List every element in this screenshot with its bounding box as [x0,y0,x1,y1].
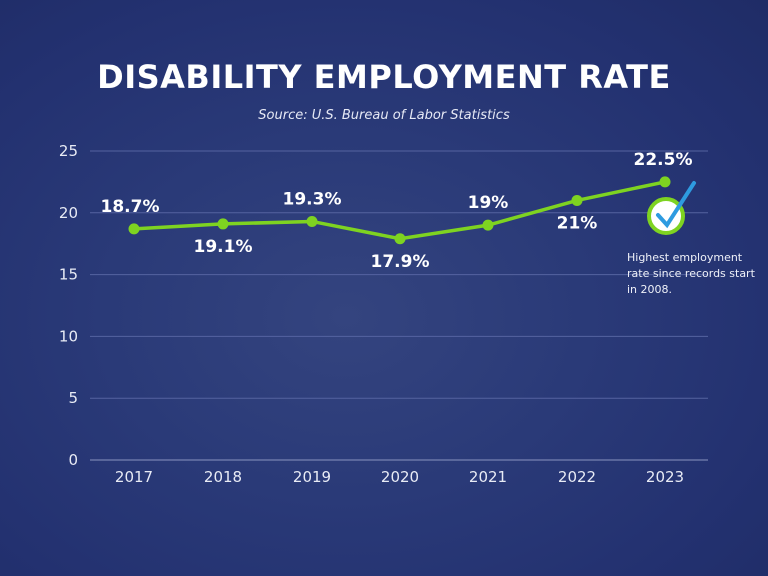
data-label: 21% [557,213,598,233]
y-tick-label: 0 [68,451,78,469]
y-tick-label: 15 [59,266,78,284]
data-label: 19.3% [283,189,342,209]
chart-title: DISABILITY EMPLOYMENT RATE [97,58,671,96]
data-label: 17.9% [371,252,430,272]
x-tick-label: 2020 [381,468,419,486]
data-point [217,218,229,230]
data-point [482,219,494,231]
chart-subtitle: Source: U.S. Bureau of Labor Statistics [258,108,510,123]
x-tick-label: 2018 [204,468,242,486]
x-tick-label: 2023 [646,468,684,486]
data-point [659,176,671,188]
y-tick-label: 10 [59,327,78,345]
data-label: 22.5% [634,150,693,170]
y-tick-label: 25 [59,142,78,160]
x-tick-label: 2022 [558,468,596,486]
x-tick-label: 2019 [293,468,331,486]
data-label: 19.1% [194,237,253,257]
x-tick-label: 2017 [115,468,153,486]
data-point [306,215,318,227]
data-point [394,233,406,245]
data-point [571,194,583,206]
data-label: 19% [468,193,509,213]
y-tick-label: 20 [59,204,78,222]
data-label: 18.7% [101,197,160,217]
data-point [128,223,140,235]
x-tick-label: 2021 [469,468,507,486]
y-tick-label: 5 [68,389,78,407]
annotation-note: Highest employment rate since records st… [627,251,755,296]
check-circle-icon [647,181,696,235]
